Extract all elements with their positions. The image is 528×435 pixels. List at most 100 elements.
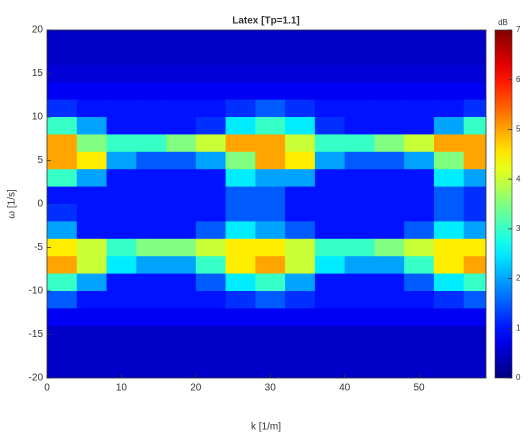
heatmap-cell xyxy=(404,204,435,222)
heatmap-cell xyxy=(463,238,486,257)
heatmap-cell xyxy=(314,151,346,170)
heatmap-cell xyxy=(166,117,197,135)
heatmap-cell xyxy=(195,30,227,48)
heatmap-cell xyxy=(344,273,375,292)
heatmap-cell xyxy=(433,204,465,222)
heatmap-cell xyxy=(106,64,137,83)
heatmap-cell xyxy=(106,325,137,344)
heatmap-cell xyxy=(433,117,465,135)
heatmap-cell xyxy=(285,238,316,257)
heatmap-cell xyxy=(344,221,375,240)
colorbar-tick-label: 5 xyxy=(516,125,521,134)
heatmap-cell xyxy=(225,221,256,240)
heatmap-cell xyxy=(374,169,405,188)
heatmap-cell xyxy=(404,82,435,101)
heatmap-cell xyxy=(106,30,137,48)
heatmap-cell xyxy=(47,238,78,257)
heatmap-cell xyxy=(136,30,167,48)
y-tick-label: 10 xyxy=(32,112,44,123)
heatmap-cell xyxy=(166,169,197,188)
heatmap-cell xyxy=(76,238,108,257)
heatmap-cell xyxy=(136,325,167,344)
heatmap-cell xyxy=(404,273,435,292)
heatmap-cell xyxy=(404,343,435,362)
heatmap-cell xyxy=(255,47,286,66)
heatmap-cell xyxy=(106,273,137,292)
heatmap-cell xyxy=(433,64,465,83)
heatmap-cell xyxy=(76,151,108,170)
heatmap-cell xyxy=(136,99,167,118)
heatmap-cell xyxy=(195,151,227,170)
heatmap-cell xyxy=(255,151,286,170)
heatmap-cell xyxy=(314,186,346,205)
colorbar-label: dB xyxy=(498,18,508,27)
heatmap-cell xyxy=(76,30,108,48)
heatmap-cell xyxy=(314,47,346,66)
heatmap-cell xyxy=(195,238,227,257)
heatmap-cell xyxy=(344,99,375,118)
x-axis-label: k [1/m] xyxy=(251,422,281,433)
heatmap-cell xyxy=(136,291,167,309)
heatmap-cell xyxy=(76,221,108,240)
heatmap-cell xyxy=(47,151,78,170)
heatmap-cell xyxy=(106,47,137,66)
heatmap-cell xyxy=(106,291,137,309)
heatmap-cell xyxy=(433,169,465,188)
heatmap-cell xyxy=(314,221,346,240)
heatmap-cell xyxy=(225,117,256,135)
heatmap-cell xyxy=(166,221,197,240)
heatmap-cell xyxy=(314,82,346,101)
heatmap-cell xyxy=(374,273,405,292)
heatmap-cell xyxy=(314,117,346,135)
x-tick-label: 20 xyxy=(190,383,202,394)
heatmap-cell xyxy=(463,30,486,48)
heatmap-cell xyxy=(463,308,486,327)
y-tick-label: 15 xyxy=(32,68,44,79)
heatmap-cell xyxy=(76,273,108,292)
heatmap-cell xyxy=(225,360,256,378)
heatmap-cell xyxy=(225,291,256,309)
heatmap-cell xyxy=(136,82,167,101)
heatmap-cell xyxy=(344,308,375,327)
heatmap-cell xyxy=(106,151,137,170)
heatmap-cell xyxy=(76,256,108,275)
heatmap-cell xyxy=(374,186,405,205)
heatmap-cell xyxy=(136,151,167,170)
heatmap-cell xyxy=(285,64,316,83)
heatmap-cell xyxy=(166,47,197,66)
heatmap-cell xyxy=(463,99,486,118)
heatmap-cell xyxy=(374,117,405,135)
heatmap-cell xyxy=(374,343,405,362)
heatmap-cell xyxy=(463,186,486,205)
heatmap-cell xyxy=(195,117,227,135)
heatmap-cell xyxy=(463,273,486,292)
heatmap-cell xyxy=(285,117,316,135)
heatmap-cell xyxy=(463,64,486,83)
heatmap-cell xyxy=(225,204,256,222)
heatmap-cell xyxy=(225,151,256,170)
heatmap-cell xyxy=(255,256,286,275)
heatmap-cell xyxy=(344,238,375,257)
heatmap-cell xyxy=(255,82,286,101)
colorbar-tick-label: 2 xyxy=(516,274,521,283)
x-tick-label: 50 xyxy=(413,383,425,394)
heatmap-cell xyxy=(344,82,375,101)
heatmap-cell xyxy=(255,221,286,240)
heatmap-cell xyxy=(166,64,197,83)
x-tick-label: 10 xyxy=(116,383,128,394)
heatmap-cell xyxy=(195,343,227,362)
heatmap-cell xyxy=(136,221,167,240)
heatmap-cell xyxy=(404,360,435,378)
heatmap-cell xyxy=(225,169,256,188)
heatmap-cell xyxy=(285,186,316,205)
heatmap-cell xyxy=(433,99,465,118)
heatmap-cell xyxy=(136,169,167,188)
heatmap-cell xyxy=(285,151,316,170)
heatmap-cell xyxy=(47,117,78,135)
heatmap-cell xyxy=(106,256,137,275)
heatmap-cell xyxy=(285,343,316,362)
heatmap-cell xyxy=(47,256,78,275)
heatmap-cell xyxy=(374,134,405,153)
heatmap-cell xyxy=(433,151,465,170)
heatmap-cell xyxy=(225,82,256,101)
